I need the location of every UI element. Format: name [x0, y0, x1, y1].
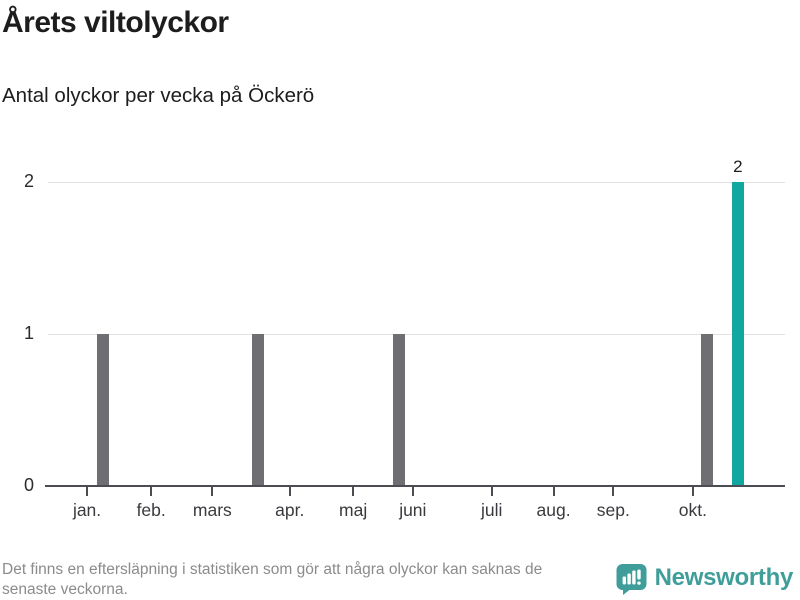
x-tick — [691, 487, 694, 496]
plot-area: 2 — [48, 157, 785, 486]
chart-title: Årets viltolyckor — [2, 6, 229, 39]
x-tick — [612, 487, 615, 496]
y-tick-label: 2 — [23, 171, 34, 192]
y-axis-labels: 0 1 2 — [0, 171, 38, 495]
bar-highlight: 2 — [731, 157, 744, 486]
x-tick — [352, 487, 355, 496]
x-tick — [490, 487, 493, 496]
chart-subtitle: Antal olyckor per vecka på Öckerö — [2, 84, 315, 107]
x-tick-label: mars — [192, 500, 232, 520]
footnote: Det finns en eftersläpning i statistiken… — [2, 560, 542, 600]
bar — [392, 334, 405, 486]
x-tick-label: jan. — [72, 500, 102, 520]
x-tick-label: aug. — [536, 500, 571, 520]
bar — [97, 334, 110, 486]
x-tick-label: feb. — [136, 500, 166, 520]
bar — [700, 334, 713, 486]
x-tick — [411, 487, 414, 496]
x-tick-label: sep. — [596, 500, 630, 520]
x-tick-label: okt. — [678, 500, 707, 520]
bar-value-label: 2 — [733, 157, 743, 176]
x-axis-line — [45, 485, 785, 487]
x-tick — [288, 487, 291, 496]
x-tick — [86, 487, 89, 496]
newsworthy-icon — [616, 564, 647, 595]
y-tick-label: 0 — [23, 475, 34, 496]
x-tick-label: apr. — [275, 500, 305, 520]
bar — [252, 334, 265, 486]
x-axis: jan. feb. mars apr. maj juni juli aug. sep. okt. — [48, 487, 785, 531]
x-tick — [552, 487, 555, 496]
gridline-y-1 — [48, 334, 785, 335]
x-tick — [211, 487, 214, 496]
x-tick-label: juli — [480, 500, 503, 520]
x-tick-label: maj — [339, 500, 368, 520]
footnote-line-1: Det finns en eftersläpning i statistiken… — [2, 561, 543, 578]
y-tick-label: 1 — [23, 323, 34, 344]
x-tick-label: juni — [399, 500, 427, 520]
gridline-y-2 — [48, 182, 785, 183]
newsworthy-logo: Newsworthy — [615, 561, 793, 595]
footnote-line-2: senaste veckorna. — [2, 581, 128, 598]
newsworthy-wordmark: Newsworthy — [654, 564, 794, 591]
x-tick — [150, 487, 153, 496]
